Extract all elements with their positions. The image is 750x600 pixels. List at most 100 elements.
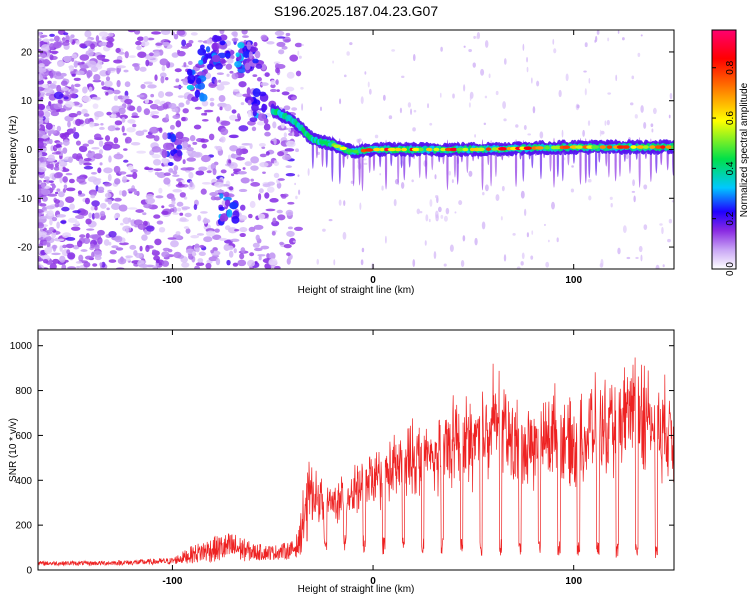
heatmap-cell bbox=[149, 103, 159, 110]
heatmap-cell bbox=[219, 58, 226, 64]
heatmap-cell bbox=[51, 231, 57, 239]
heatmap-cell bbox=[197, 39, 204, 43]
colorbar-tick-label: 0.4 bbox=[725, 161, 736, 175]
heatmap-cell bbox=[123, 69, 129, 73]
heatmap-cell bbox=[428, 218, 431, 223]
heatmap-cell bbox=[257, 113, 267, 122]
heatmap-cell bbox=[38, 31, 42, 37]
heatmap-cell bbox=[263, 123, 271, 131]
heatmap-cell bbox=[57, 99, 63, 104]
heatmap-cell bbox=[38, 118, 44, 126]
heatmap-cell bbox=[552, 38, 555, 45]
heatmap-cell bbox=[103, 33, 108, 38]
heatmap-cell bbox=[226, 259, 231, 266]
heatmap-cell bbox=[51, 216, 58, 222]
heatmap-cell bbox=[551, 201, 555, 210]
heatmap-cell bbox=[169, 124, 175, 130]
heatmap-cell bbox=[187, 60, 193, 66]
heatmap-cell bbox=[240, 102, 245, 106]
heatmap-cell bbox=[55, 143, 62, 148]
heatmap-cell bbox=[38, 213, 41, 217]
heatmap-cell bbox=[183, 62, 187, 68]
heatmap-cell bbox=[63, 32, 69, 36]
heatmap-cell bbox=[553, 48, 557, 54]
heatmap-cell bbox=[69, 203, 75, 210]
heatmap-cell bbox=[211, 34, 219, 43]
heatmap-cell bbox=[53, 172, 63, 179]
heatmap-cell bbox=[105, 76, 111, 82]
heatmap-cell bbox=[412, 259, 416, 267]
heatmap-cell bbox=[292, 131, 295, 137]
heatmap-cell bbox=[523, 146, 532, 150]
heatmap-cell bbox=[219, 106, 223, 111]
heatmap-cell bbox=[219, 215, 226, 222]
snr-frame bbox=[37, 329, 675, 571]
heatmap-cell bbox=[661, 226, 664, 235]
heatmap-cell bbox=[482, 191, 485, 196]
heatmap-cell bbox=[180, 45, 189, 49]
heatmap-cell bbox=[83, 261, 91, 268]
heatmap-cell bbox=[146, 37, 155, 41]
heatmap-cell bbox=[227, 245, 234, 251]
heatmap-cell bbox=[200, 154, 211, 163]
heatmap-cell bbox=[51, 244, 58, 250]
heatmap-cell bbox=[90, 172, 98, 175]
heatmap-cell bbox=[617, 30, 620, 34]
heatmap-cell bbox=[231, 72, 239, 80]
heatmap-cell bbox=[360, 259, 364, 266]
heatmap-cell bbox=[143, 36, 149, 42]
spectrogram-x-label: Height of straight line (km) bbox=[298, 285, 415, 296]
heatmap-cell bbox=[659, 223, 663, 226]
heatmap-cell bbox=[137, 223, 146, 230]
heatmap-cell bbox=[48, 180, 54, 184]
heatmap-cell bbox=[617, 247, 621, 255]
heatmap-cell bbox=[124, 51, 129, 59]
heatmap-cell bbox=[49, 72, 54, 79]
heatmap-cell bbox=[264, 72, 270, 77]
heatmap-cell bbox=[118, 190, 123, 196]
heatmap-cell bbox=[530, 255, 534, 260]
heatmap-cell bbox=[576, 104, 580, 109]
heatmap-cell bbox=[237, 214, 248, 221]
heatmap-cell bbox=[434, 174, 437, 180]
heatmap-cell bbox=[438, 206, 442, 213]
heatmap-cell bbox=[295, 148, 300, 153]
snr-x-tick-label: -100 bbox=[162, 576, 182, 587]
heatmap-cell bbox=[196, 77, 202, 85]
heatmap-cell bbox=[283, 244, 292, 249]
heatmap-cell bbox=[276, 41, 286, 47]
heatmap-cell bbox=[154, 74, 158, 82]
heatmap-cell bbox=[62, 244, 67, 249]
colorbar-ticks: 0.0 0.2 0.4 0.6 0.8 bbox=[712, 60, 736, 276]
heatmap-cell bbox=[274, 30, 285, 36]
heatmap-cell bbox=[62, 232, 72, 239]
heatmap-cell bbox=[69, 35, 73, 44]
heatmap-cell bbox=[153, 168, 163, 172]
heatmap-cell bbox=[75, 261, 83, 264]
heatmap-cell bbox=[276, 89, 280, 93]
spectrogram-x-tick-label: 0 bbox=[370, 275, 376, 286]
heatmap-cell bbox=[65, 172, 73, 176]
heatmap-cell bbox=[161, 251, 170, 258]
heatmap-cell bbox=[424, 240, 427, 246]
heatmap-cell bbox=[587, 178, 592, 183]
heatmap-cell bbox=[625, 153, 629, 160]
heatmap-cell bbox=[45, 205, 55, 210]
heatmap-cell bbox=[248, 213, 253, 219]
heatmap-cell bbox=[234, 228, 240, 232]
heatmap-cell bbox=[607, 92, 612, 95]
heatmap-cell bbox=[565, 73, 569, 82]
heatmap-cell bbox=[38, 151, 43, 158]
heatmap-cell bbox=[232, 262, 239, 267]
heatmap-cell bbox=[104, 192, 112, 199]
heatmap-cell bbox=[49, 38, 55, 42]
heatmap-cell bbox=[283, 132, 287, 138]
heatmap-cell bbox=[194, 265, 200, 269]
heatmap-cell bbox=[38, 266, 43, 269]
heatmap-cell bbox=[172, 114, 181, 120]
heatmap-cell bbox=[652, 107, 657, 115]
heatmap-cell bbox=[144, 98, 149, 104]
heatmap-cell bbox=[90, 206, 95, 211]
heatmap-cell bbox=[159, 58, 169, 66]
heatmap-cell bbox=[171, 52, 179, 58]
